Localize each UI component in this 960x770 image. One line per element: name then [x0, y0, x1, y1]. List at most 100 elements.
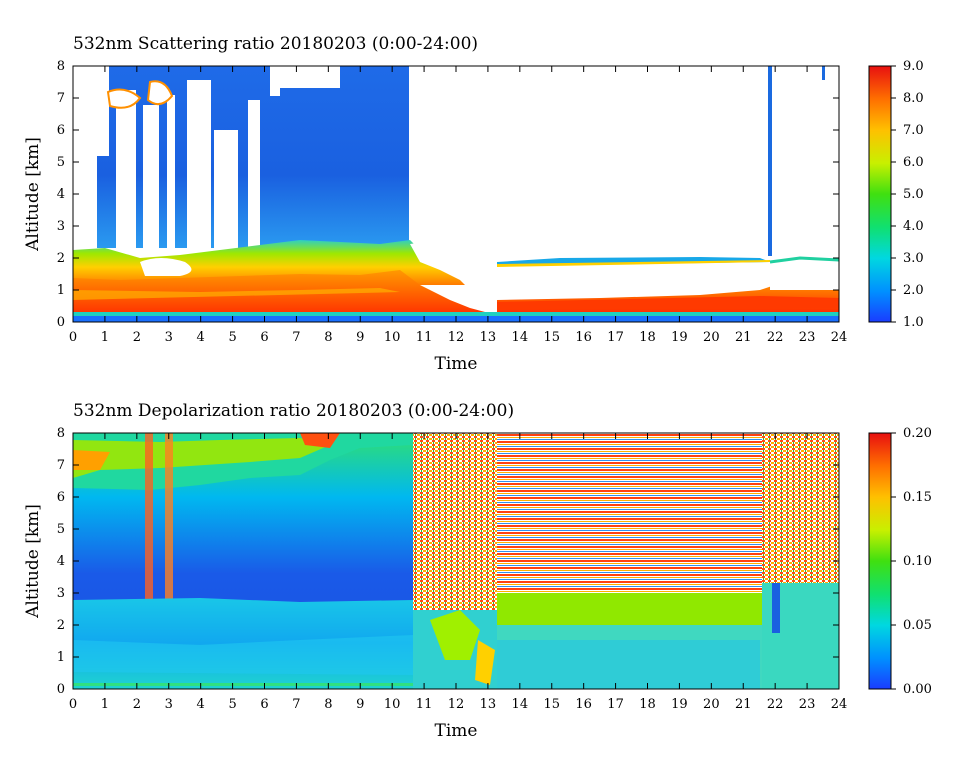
x-tick-label: 6: [260, 330, 268, 345]
y-tick-label: 0: [57, 682, 65, 697]
x-tick-label: 13: [480, 330, 497, 345]
colorbar-tick-label: 0.05: [903, 618, 932, 633]
x-tick-label: 1: [101, 330, 109, 345]
y-axis-label: Altitude [km]: [23, 137, 43, 252]
y-tick-label: 1: [57, 283, 65, 298]
depolarization-ratio-panel: 532nm Depolarization ratio 20180203 (0:0…: [23, 401, 932, 741]
x-tick-label: 1: [101, 697, 109, 712]
y-tick-label: 8: [57, 59, 65, 74]
colorbar-tick-label: 0.20: [903, 426, 932, 441]
colorbar-tick-label: 0.15: [903, 490, 932, 505]
x-tick-label: 10: [384, 330, 401, 345]
y-tick-label: 7: [57, 458, 65, 473]
y-tick-label: 3: [57, 586, 65, 601]
colorbar-tick-label: 0.10: [903, 554, 932, 569]
x-tick-label: 5: [228, 697, 236, 712]
x-tick-label: 10: [384, 697, 401, 712]
y-tick-label: 6: [57, 123, 65, 138]
y-tick-label: 2: [57, 618, 65, 633]
colorbar-tick-label: 4.0: [903, 219, 924, 234]
x-tick-label: 11: [416, 697, 433, 712]
x-axis-label: Time: [435, 721, 478, 741]
y-tick-label: 4: [57, 187, 65, 202]
x-ticks: 0 1 2 3 4 5 6 7 8 9 10 11 12 13 14 15 16 17 18 19 20 21 22 23 24: [69, 433, 847, 712]
x-tick-label: 12: [448, 697, 465, 712]
y-tick-label: 8: [57, 426, 65, 441]
y-ticks: 0 1 2 3 4 5 6 7 8: [57, 426, 839, 697]
x-tick-label: 16: [575, 697, 592, 712]
x-tick-label: 2: [133, 697, 141, 712]
x-tick-label: 22: [767, 330, 784, 345]
colorbar-tick-label: 7.0: [903, 123, 924, 138]
heatmap-2: [73, 433, 839, 689]
colorbar: [868, 432, 892, 690]
x-axis-label: Time: [435, 354, 478, 374]
x-tick-label: 5: [228, 330, 236, 345]
colorbar-tick-label: 5.0: [903, 187, 924, 202]
x-tick-label: 0: [69, 697, 77, 712]
x-tick-label: 19: [671, 330, 688, 345]
x-tick-label: 16: [575, 330, 592, 345]
x-tick-label: 8: [324, 697, 332, 712]
x-tick-label: 18: [639, 697, 656, 712]
y-tick-label: 5: [57, 155, 65, 170]
y-tick-label: 0: [57, 315, 65, 330]
x-tick-label: 6: [260, 697, 268, 712]
x-tick-label: 9: [356, 330, 364, 345]
x-tick-label: 23: [799, 697, 816, 712]
x-tick-label: 7: [292, 330, 300, 345]
x-tick-label: 4: [197, 697, 205, 712]
x-tick-label: 13: [480, 697, 497, 712]
x-ticks: 0 1 2 3 4 5 6 7 8 9 10 11 12 13 14 15 16 17 18 19 20 21 22 23 24: [69, 66, 847, 345]
x-tick-label: 9: [356, 697, 364, 712]
colorbar-tick-label: 8.0: [903, 91, 924, 106]
colorbar-tick-label: 6.0: [903, 155, 924, 170]
chart-title: 532nm Scattering ratio 20180203 (0:00-24…: [73, 34, 478, 54]
x-tick-label: 0: [69, 330, 77, 345]
x-tick-label: 11: [416, 330, 433, 345]
x-tick-label: 20: [703, 697, 720, 712]
x-tick-label: 3: [165, 330, 173, 345]
colorbar-tick-label: 1.0: [903, 315, 924, 330]
x-tick-label: 18: [639, 330, 656, 345]
x-tick-label: 17: [607, 330, 624, 345]
colorbar-tick-label: 0.00: [903, 682, 932, 697]
x-tick-label: 3: [165, 697, 173, 712]
y-tick-label: 3: [57, 219, 65, 234]
scattering-ratio-panel: 532nm Scattering ratio 20180203 (0:00-24…: [23, 34, 924, 374]
x-tick-label: 17: [607, 697, 624, 712]
colorbar-ticks: 0.00 0.05 0.10 0.15 0.20: [891, 426, 932, 697]
y-tick-label: 5: [57, 522, 65, 537]
x-tick-label: 21: [735, 697, 752, 712]
x-tick-label: 2: [133, 330, 141, 345]
x-tick-label: 15: [543, 697, 560, 712]
x-tick-label: 20: [703, 330, 720, 345]
heatmap-1: [73, 66, 839, 322]
y-axis-label: Altitude [km]: [23, 504, 43, 619]
y-tick-label: 2: [57, 251, 65, 266]
y-tick-label: 4: [57, 554, 65, 569]
colorbar-tick-label: 2.0: [903, 283, 924, 298]
x-tick-label: 12: [448, 330, 465, 345]
x-tick-label: 22: [767, 697, 784, 712]
x-tick-label: 14: [512, 330, 529, 345]
x-tick-label: 24: [831, 330, 848, 345]
chart-title: 532nm Depolarization ratio 20180203 (0:0…: [73, 401, 514, 421]
y-tick-label: 1: [57, 650, 65, 665]
colorbar-tick-label: 9.0: [903, 59, 924, 74]
y-tick-label: 7: [57, 91, 65, 106]
x-tick-label: 24: [831, 697, 848, 712]
colorbar-ticks: 1.0 2.0 3.0 4.0 5.0 6.0 7.0 8.0 9.0: [891, 59, 924, 330]
colorbar-tick-label: 3.0: [903, 251, 924, 266]
x-tick-label: 8: [324, 330, 332, 345]
x-tick-label: 19: [671, 697, 688, 712]
x-tick-label: 4: [197, 330, 205, 345]
y-tick-label: 6: [57, 490, 65, 505]
x-tick-label: 21: [735, 330, 752, 345]
x-tick-label: 7: [292, 697, 300, 712]
y-ticks: 0 1 2 3 4 5 6 7 8: [57, 59, 839, 330]
x-tick-label: 15: [543, 330, 560, 345]
colorbar: [868, 65, 892, 323]
x-tick-label: 14: [512, 697, 529, 712]
